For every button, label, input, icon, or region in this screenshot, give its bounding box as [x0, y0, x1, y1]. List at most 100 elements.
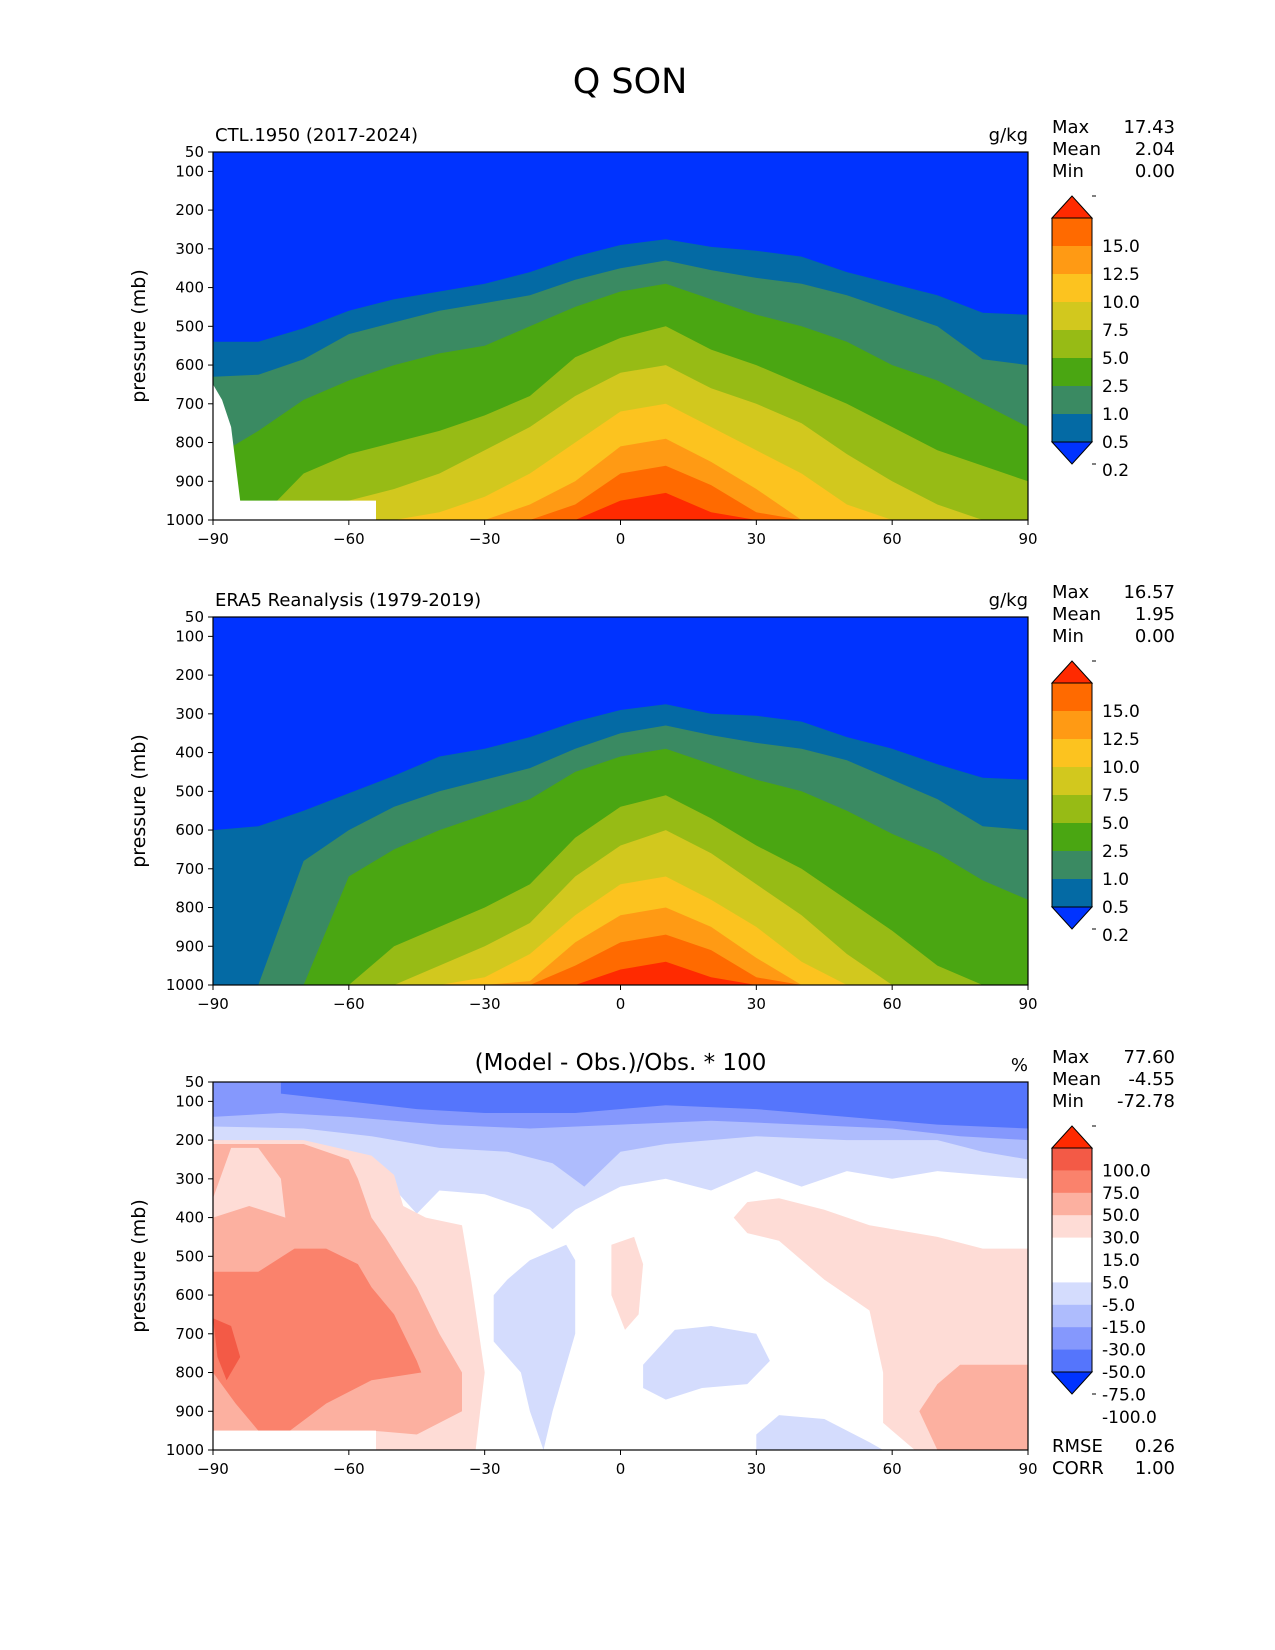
colorbar-label: -30.0: [1102, 1341, 1146, 1361]
x-tick-label: 60: [883, 530, 902, 548]
colorbar-segment: [1052, 246, 1092, 275]
x-tick-label: 90: [1018, 995, 1037, 1013]
y-tick-label: 1000: [166, 976, 204, 994]
colorbar-label: -100.0: [1102, 1408, 1157, 1428]
diff-band-pos15-tropics: [611, 1236, 644, 1330]
y-tick-label: 500: [175, 782, 204, 800]
panel-title: (Model - Obs.)/Obs. * 100: [475, 1050, 767, 1076]
stat-label: Mean: [1052, 1069, 1101, 1090]
colorbar-segment: [1052, 414, 1092, 443]
diff-band-neg15-pocket: [756, 1415, 884, 1450]
stat-value: 2.04: [1135, 139, 1175, 160]
colorbar-segment: [1052, 1260, 1092, 1283]
y-tick-label: 800: [175, 1364, 204, 1382]
x-tick-label: −60: [333, 995, 365, 1013]
y-tick-label: 100: [175, 627, 204, 645]
colorbar-extend-max: [1050, 1125, 1094, 1149]
units-label: g/kg: [989, 590, 1028, 611]
y-tick-label: 700: [175, 860, 204, 878]
y-tick-label: 500: [175, 317, 204, 335]
stat-label: Mean: [1052, 139, 1101, 160]
colorbar-label: -75.0: [1102, 1385, 1146, 1405]
y-axis-label: pressure (mb): [128, 269, 150, 403]
colorbar-label: 0.5: [1102, 433, 1129, 453]
colorbar-extend-min: [1050, 1371, 1094, 1395]
colorbar-segment: [1052, 302, 1092, 331]
y-tick-label: 100: [175, 162, 204, 180]
x-tick-label: 0: [616, 1460, 626, 1478]
stat-value: 77.60: [1123, 1047, 1175, 1068]
x-tick-label: −30: [469, 995, 501, 1013]
diff-band-pos50: [213, 1248, 422, 1431]
y-tick-label: 900: [175, 1402, 204, 1420]
y-tick-label: 400: [175, 744, 204, 762]
panel-3: (Model - Obs.)/Obs. * 100 % pressure (mb) 5…: [128, 1047, 1175, 1479]
colorbar-segment: [1052, 1282, 1092, 1306]
colorbar-extend-min: [1050, 441, 1094, 465]
panel-title: CTL.1950 (2017-2024): [215, 125, 418, 146]
x-tick-label: 90: [1018, 1460, 1037, 1478]
panel-title: ERA5 Reanalysis (1979-2019): [215, 590, 481, 611]
colorbar-label: 15.0: [1102, 702, 1140, 722]
colorbar-segment: [1052, 386, 1092, 415]
y-tick-label: 900: [175, 937, 204, 955]
diff-band-neg75: [280, 1082, 1028, 1129]
x-tick-label: 30: [747, 995, 766, 1013]
colorbar-label: 12.5: [1102, 265, 1140, 285]
stat-value: 1.95: [1135, 604, 1175, 625]
y-tick-label: 800: [175, 434, 204, 452]
colorbar-extend-max: [1050, 195, 1094, 219]
colorbar-segment: [1052, 879, 1092, 908]
stat-label: Min: [1052, 626, 1084, 647]
colorbar-segment: [1052, 1148, 1092, 1171]
y-tick-label: 700: [175, 1325, 204, 1343]
colorbar-segment: [1052, 683, 1092, 712]
colorbar-label: 7.5: [1102, 321, 1129, 341]
colorbar-label: 0.2: [1102, 926, 1129, 946]
units-label: g/kg: [989, 125, 1028, 146]
stat-value: -4.55: [1128, 1069, 1175, 1090]
x-tick-label: 30: [747, 1460, 766, 1478]
colorbar-label: 0.5: [1102, 898, 1129, 918]
y-tick-label: 600: [175, 821, 204, 839]
y-tick-label: 400: [175, 1209, 204, 1227]
y-tick-label: 50: [185, 608, 204, 626]
y-tick-label: 700: [175, 395, 204, 413]
missing-data-region: [213, 384, 376, 520]
colorbar-label: 2.5: [1102, 842, 1129, 862]
y-tick-label: 300: [175, 1170, 204, 1188]
stat-label: Max: [1052, 1047, 1090, 1068]
colorbar-segment: [1052, 1215, 1092, 1239]
colorbar-segment: [1052, 1349, 1092, 1373]
panel-2: ERA5 Reanalysis (1979-2019) g/kg pressure …: [128, 582, 1175, 1013]
x-tick-label: −90: [197, 530, 229, 548]
stat-value: 0.26: [1135, 1436, 1175, 1457]
figure-title: Q SON: [573, 62, 688, 102]
diff-band-neg15-pocket: [493, 1244, 576, 1450]
missing-data-region: [213, 1430, 376, 1450]
field-band: [213, 492, 1028, 520]
x-tick-label: 0: [616, 530, 626, 548]
colorbar-label: 10.0: [1102, 293, 1140, 313]
colorbar-label: 1.0: [1102, 870, 1129, 890]
colorbar-label: 0.2: [1102, 461, 1129, 481]
x-tick-label: −60: [333, 1460, 365, 1478]
colorbar-segment: [1052, 711, 1092, 740]
y-axis-label: pressure (mb): [128, 734, 150, 868]
field-band: [213, 961, 1028, 985]
colorbar-label: -5.0: [1102, 1296, 1135, 1316]
field-band: [213, 465, 1028, 520]
colorbar-label: 1.0: [1102, 405, 1129, 425]
y-tick-label: 900: [175, 472, 204, 490]
y-tick-label: 50: [185, 143, 204, 161]
colorbar-label: 7.5: [1102, 786, 1129, 806]
colorbar-label: -50.0: [1102, 1363, 1146, 1383]
colorbar-segment: [1052, 1327, 1092, 1351]
diff-band-pos30-north: [919, 1364, 1028, 1450]
stat-label: Min: [1052, 1091, 1084, 1112]
x-tick-label: −90: [197, 1460, 229, 1478]
colorbar-label: 30.0: [1102, 1229, 1140, 1249]
diff-band-pos75: [213, 1318, 241, 1381]
y-tick-label: 400: [175, 279, 204, 297]
